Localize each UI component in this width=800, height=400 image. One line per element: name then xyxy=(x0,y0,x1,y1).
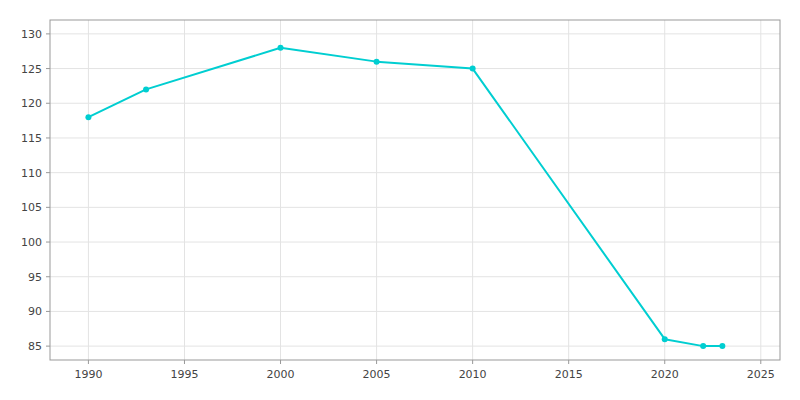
y-tick-label: 105 xyxy=(21,201,42,214)
x-tick xyxy=(280,360,281,364)
y-tick xyxy=(46,68,50,69)
x-tick xyxy=(376,360,377,364)
y-tick-label: 125 xyxy=(21,63,42,76)
chart-svg: 1990 1995 2000 2005 2010 2015 2020 2025 85 90 95 10… xyxy=(0,0,800,400)
y-tick xyxy=(46,33,50,34)
x-tick-label: 2000 xyxy=(267,368,295,381)
x-tick-label: 2025 xyxy=(747,368,775,381)
x-grid-line xyxy=(664,20,665,360)
x-tick-label: 2015 xyxy=(555,368,583,381)
y-tick xyxy=(46,137,50,138)
x-tick-label: 1990 xyxy=(74,368,102,381)
x-tick xyxy=(472,360,473,364)
x-tick xyxy=(88,360,89,364)
y-grid-line xyxy=(50,33,780,34)
y-grid-line xyxy=(50,311,780,312)
data-area xyxy=(85,45,725,349)
y-tick xyxy=(46,172,50,173)
y-tick-label: 130 xyxy=(21,28,42,41)
x-tick-label: 2020 xyxy=(651,368,679,381)
y-grid-line xyxy=(50,137,780,138)
y-tick-label: 115 xyxy=(21,132,42,145)
x-grid-line xyxy=(568,20,569,360)
y-tick xyxy=(46,311,50,312)
point xyxy=(85,114,91,120)
y-tick-label: 120 xyxy=(21,97,42,110)
y-grid-line xyxy=(50,242,780,243)
x-grid-line xyxy=(88,20,89,360)
y-tick xyxy=(46,207,50,208)
point xyxy=(700,343,706,349)
axes: 1990 1995 2000 2005 2010 2015 2020 2025 85 90 95 10… xyxy=(21,28,775,381)
point xyxy=(143,86,149,92)
x-grid-line xyxy=(184,20,185,360)
line xyxy=(88,48,722,346)
y-tick-label: 90 xyxy=(28,305,42,318)
chart-container: 1990 1995 2000 2005 2010 2015 2020 2025 85 90 95 10… xyxy=(0,0,800,400)
x-tick-label: 2010 xyxy=(459,368,487,381)
y-tick xyxy=(46,242,50,243)
point xyxy=(662,336,668,342)
point xyxy=(374,59,380,65)
y-grid-line xyxy=(50,276,780,277)
point xyxy=(719,343,725,349)
y-tick xyxy=(46,346,50,347)
y-tick-label: 100 xyxy=(21,236,42,249)
y-tick xyxy=(46,276,50,277)
y-tick-label: 85 xyxy=(28,340,42,353)
x-tick-label: 1995 xyxy=(170,368,198,381)
y-grid-line xyxy=(50,346,780,347)
point xyxy=(278,45,284,51)
plot-frame xyxy=(50,20,780,360)
y-tick-label: 95 xyxy=(28,271,42,284)
x-tick xyxy=(184,360,185,364)
y-tick xyxy=(46,103,50,104)
x-grid-line xyxy=(280,20,281,360)
point xyxy=(470,66,476,72)
x-grid-line xyxy=(760,20,761,360)
x-tick xyxy=(664,360,665,364)
y-grid-line xyxy=(50,68,780,69)
grid xyxy=(50,20,780,360)
y-grid-line xyxy=(50,103,780,104)
y-grid-line xyxy=(50,172,780,173)
y-grid-line xyxy=(50,207,780,208)
x-tick-label: 2005 xyxy=(363,368,391,381)
x-tick xyxy=(760,360,761,364)
page: {"chart_data": {"type": "line", "x": [19… xyxy=(0,0,800,400)
y-tick-label: 110 xyxy=(21,167,42,180)
x-tick xyxy=(568,360,569,364)
x-grid-line xyxy=(376,20,377,360)
